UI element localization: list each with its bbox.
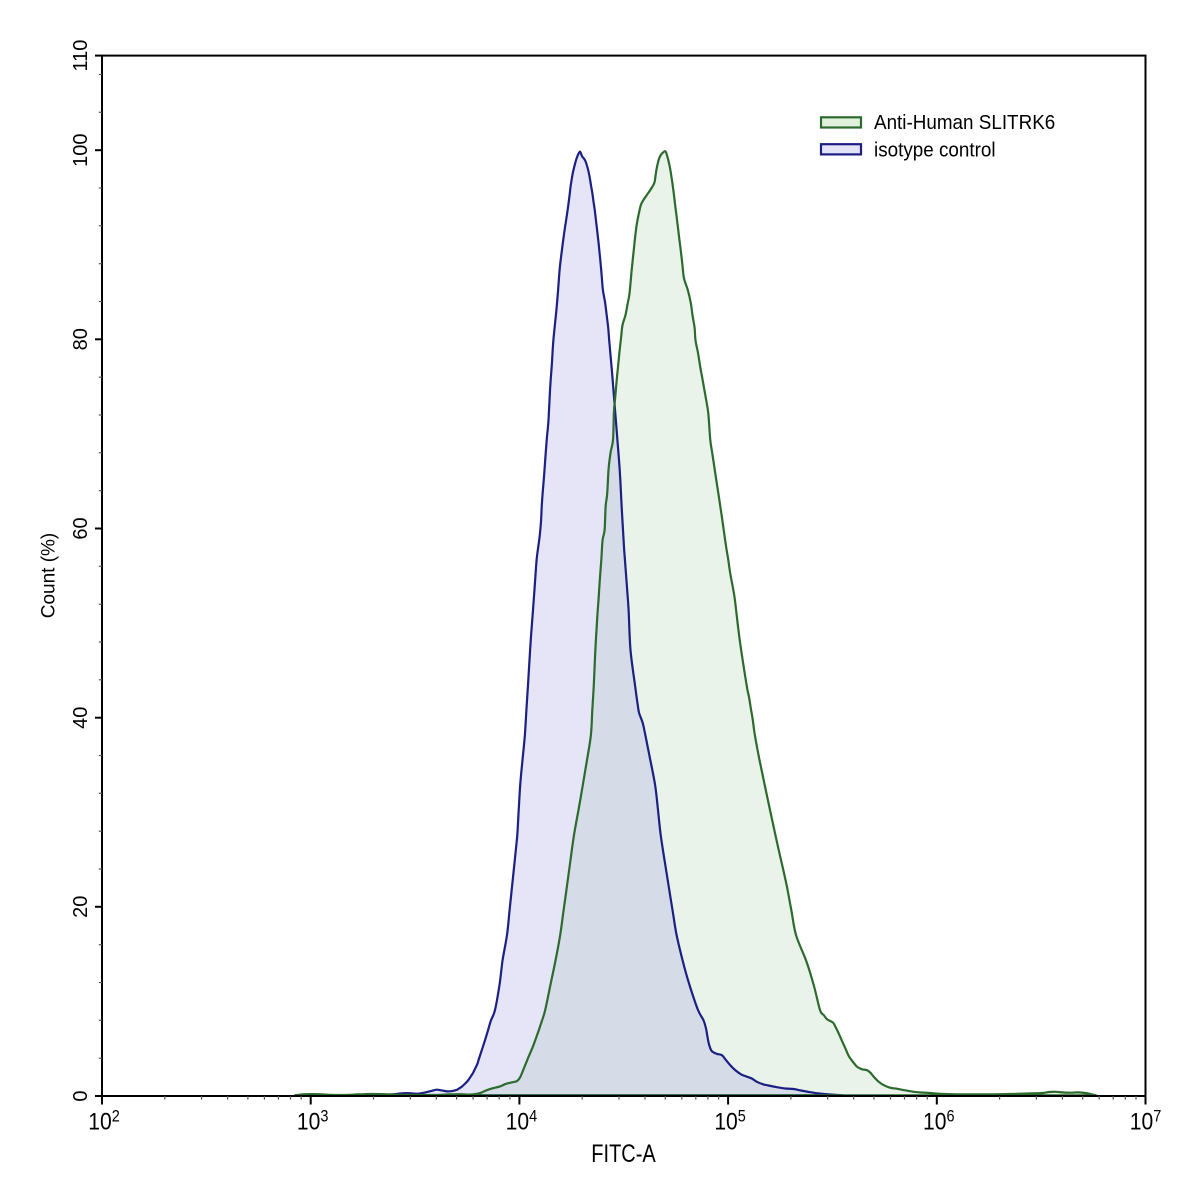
svg-text:Anti-Human SLITRK6: Anti-Human SLITRK6 bbox=[874, 111, 1055, 134]
svg-text:40: 40 bbox=[70, 707, 92, 729]
svg-text:103: 103 bbox=[297, 1108, 329, 1135]
svg-text:Count (%): Count (%) bbox=[38, 533, 59, 619]
svg-text:80: 80 bbox=[70, 328, 92, 350]
svg-text:20: 20 bbox=[70, 896, 92, 918]
svg-text:110: 110 bbox=[70, 40, 92, 72]
svg-text:100: 100 bbox=[70, 134, 92, 167]
svg-text:60: 60 bbox=[70, 517, 92, 539]
svg-text:FITC-A: FITC-A bbox=[591, 1140, 656, 1168]
svg-text:isotype control: isotype control bbox=[874, 139, 996, 162]
svg-text:0: 0 bbox=[70, 1090, 92, 1101]
